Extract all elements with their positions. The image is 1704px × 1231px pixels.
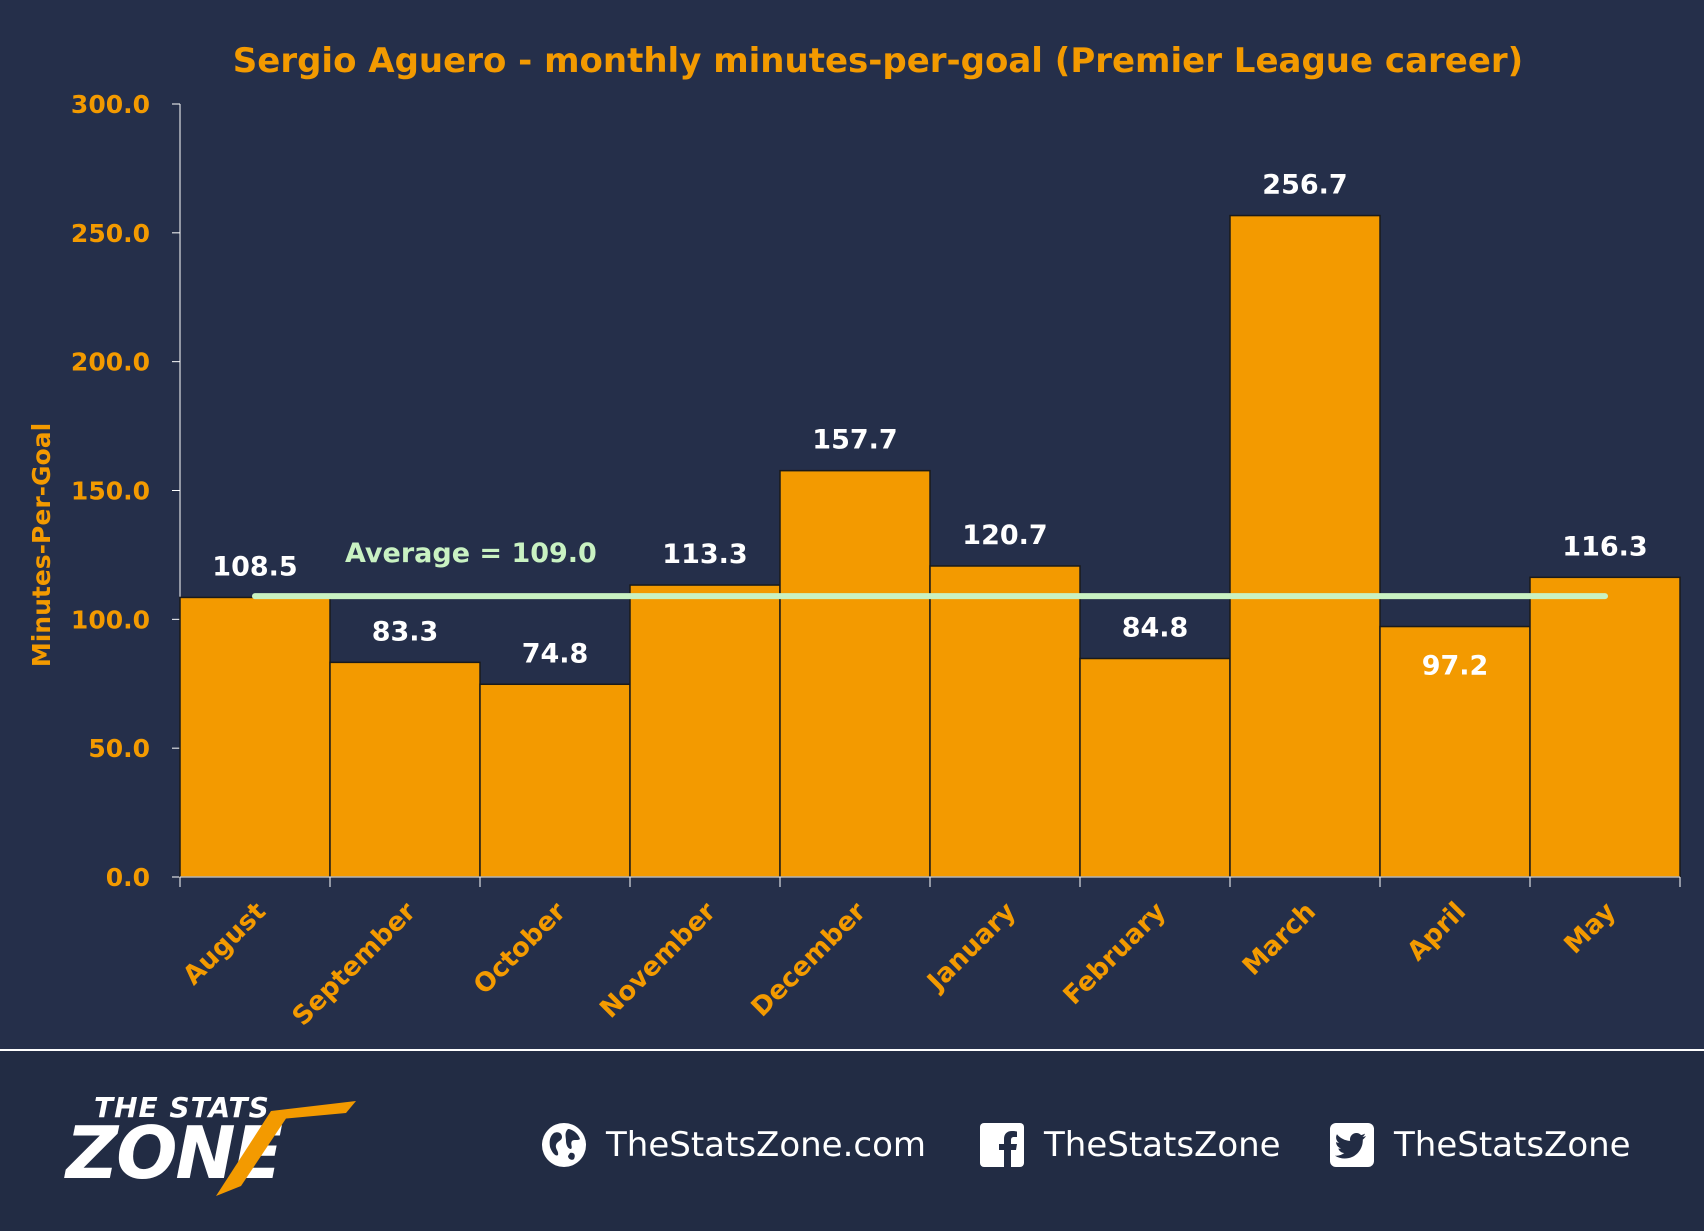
value-label: 120.7	[962, 520, 1047, 551]
bar-october	[479, 683, 631, 878]
logo-top-text: THE STATS	[94, 1091, 270, 1124]
chart-area: Sergio Aguero - monthly minutes-per-goal…	[27, 41, 1681, 1032]
bars	[179, 214, 1681, 878]
value-label: 84.8	[1122, 612, 1189, 643]
bar-november	[629, 584, 781, 878]
x-tick-label: May	[1559, 897, 1622, 960]
x-axis: August September October November December Ja…	[177, 876, 1681, 1032]
twitter-link[interactable]: TheStatsZone	[1328, 1115, 1631, 1175]
bar-december	[779, 469, 931, 878]
twitter-label: TheStatsZone	[1394, 1125, 1631, 1165]
bar-february	[1079, 657, 1231, 878]
x-tick-label: August	[177, 897, 272, 992]
value-label: 74.8	[522, 638, 589, 669]
bar-august	[179, 596, 331, 878]
value-label: 108.5	[212, 551, 297, 582]
value-label: 113.3	[662, 539, 747, 570]
facebook-link[interactable]: TheStatsZone	[978, 1115, 1281, 1175]
y-tick-label: 150.0	[71, 477, 150, 506]
y-tick-label: 100.0	[71, 605, 150, 634]
y-axis: 0.0 50.0 100.0 150.0 200.0 250.0 300.0	[71, 90, 181, 892]
x-tick-label: February	[1058, 897, 1172, 1011]
x-tick-label: March	[1237, 897, 1322, 982]
website-label: TheStatsZone.com	[606, 1125, 927, 1165]
website-link[interactable]: TheStatsZone.com	[540, 1115, 926, 1175]
x-tick-label: October	[468, 897, 572, 1001]
y-tick-label: 200.0	[71, 348, 150, 377]
y-tick-label: 300.0	[71, 90, 150, 119]
value-label: 157.7	[812, 425, 897, 456]
twitter-icon	[1330, 1123, 1374, 1167]
value-labels: 108.5 83.3 74.8 113.3 157.7 120.7 84.8 256.7 97.…	[212, 170, 1647, 682]
x-tick-label: January	[920, 897, 1022, 999]
chart-title: Sergio Aguero - monthly minutes-per-goal…	[233, 41, 1523, 81]
value-label: 97.2	[1422, 651, 1489, 682]
stats-zone-logo: THE STATS ZONE	[66, 1091, 366, 1201]
globe-icon	[542, 1123, 586, 1167]
average-line-group: Average = 109.0	[252, 538, 1608, 600]
value-label: 116.3	[1562, 531, 1647, 562]
facebook-label: TheStatsZone	[1044, 1125, 1281, 1165]
y-tick-label: 0.0	[106, 863, 150, 892]
facebook-icon	[980, 1123, 1024, 1167]
x-tick-label: April	[1402, 897, 1472, 967]
y-tick-label: 50.0	[88, 734, 150, 763]
x-tick-label: December	[746, 897, 872, 1023]
bar-may	[1529, 576, 1681, 878]
bar-september	[329, 661, 481, 878]
value-label: 256.7	[1262, 170, 1347, 201]
x-tick-label: November	[594, 897, 722, 1025]
bar-january	[929, 565, 1081, 878]
average-label: Average = 109.0	[345, 538, 597, 569]
footer: THE STATS ZONE TheStatsZone.com TheStats…	[0, 1049, 1704, 1231]
bar-chart: Sergio Aguero - monthly minutes-per-goal…	[27, 41, 1681, 1032]
y-tick-label: 250.0	[71, 219, 150, 248]
bar-march	[1229, 214, 1381, 878]
y-axis-label: Minutes-Per-Goal	[27, 423, 56, 667]
logo-swoosh-icon	[216, 1101, 356, 1196]
x-tick-label: September	[287, 897, 422, 1032]
value-label: 83.3	[372, 616, 439, 647]
